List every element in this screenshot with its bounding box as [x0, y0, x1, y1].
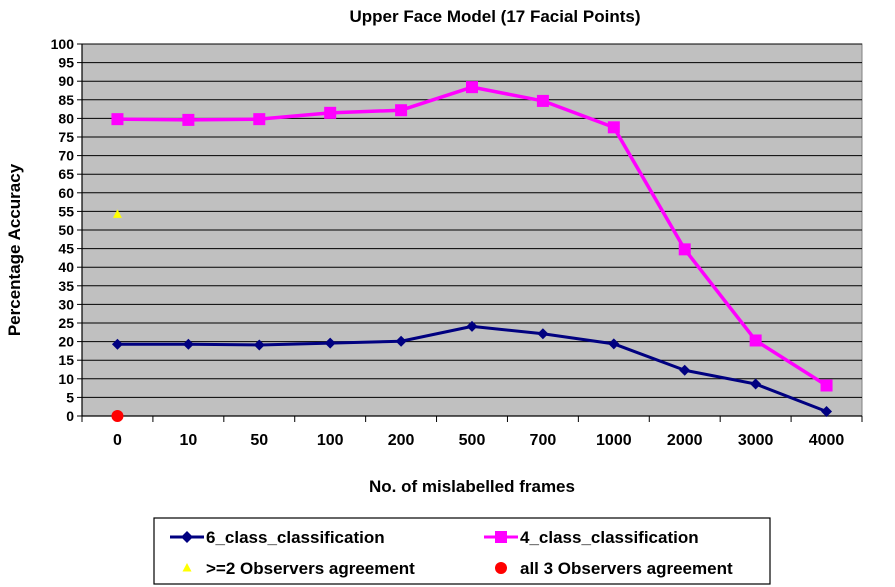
y-tick-label: 5 — [66, 389, 74, 405]
x-tick-label: 0 — [113, 432, 122, 449]
x-axis-label: No. of mislabelled frames — [369, 477, 575, 496]
x-tick-label: 200 — [388, 432, 415, 449]
y-tick-label: 60 — [58, 185, 74, 201]
legend-swatch-marker — [182, 563, 192, 572]
y-tick-label: 20 — [58, 334, 74, 350]
data-point — [820, 379, 833, 392]
data-point — [821, 406, 833, 418]
data-point — [182, 113, 195, 126]
data-point — [537, 328, 549, 340]
data-point — [111, 113, 124, 126]
data-point — [182, 338, 194, 350]
data-point — [466, 320, 478, 332]
x-tick-label: 10 — [179, 432, 197, 449]
y-tick-label: 65 — [58, 166, 74, 182]
legend-item: 6_class_classification — [170, 528, 385, 547]
data-point — [678, 243, 691, 256]
y-axis: 0 5 10 15 20 25 30 35 40 45 50 55 60 65 70 75 80 85 90 95 10… — [51, 36, 83, 424]
data-point — [607, 121, 620, 134]
y-tick-label: 95 — [58, 55, 74, 71]
data-point — [112, 209, 122, 218]
y-tick-label: 15 — [58, 352, 74, 368]
chart-title: Upper Face Model (17 Facial Points) — [350, 7, 641, 26]
y-tick-label: 80 — [58, 110, 74, 126]
legend-swatch-marker — [495, 531, 507, 543]
series-6-class-classification — [111, 320, 833, 418]
legend-label: 4_class_classification — [520, 528, 699, 547]
data-point — [253, 113, 266, 126]
y-tick-label: 55 — [58, 203, 74, 219]
data-point — [395, 335, 407, 347]
legend-item: >=2 Observers agreement — [182, 559, 415, 578]
y-tick-label: 10 — [58, 371, 74, 387]
series--2-observers-agreement — [112, 209, 122, 218]
data-point — [111, 410, 124, 422]
y-tick-label: 40 — [58, 259, 74, 275]
legend-item: all 3 Observers agreement — [495, 559, 733, 578]
x-tick-label: 1000 — [596, 432, 632, 449]
data-point — [679, 364, 691, 376]
x-axis: 0 10 50 100 200 500 700 1000 2000 3000 4000 — [81, 415, 863, 449]
x-tick-label: 700 — [530, 432, 557, 449]
data-point — [395, 104, 408, 117]
y-tick-label: 45 — [58, 241, 74, 257]
series-layer — [111, 81, 833, 422]
series-all-3-observers-agreement — [111, 410, 124, 422]
x-tick-label: 500 — [459, 432, 486, 449]
x-tick-label: 50 — [250, 432, 268, 449]
y-tick-label: 85 — [58, 92, 74, 108]
legend-label: 6_class_classification — [206, 528, 385, 547]
data-point — [324, 106, 337, 119]
data-point — [253, 339, 265, 351]
data-point — [536, 94, 549, 107]
y-axis-label: Percentage Accuracy — [5, 163, 24, 336]
x-tick-label: 3000 — [738, 432, 774, 449]
y-tick-label: 70 — [58, 148, 74, 164]
legend-label: >=2 Observers agreement — [206, 559, 415, 578]
legend — [153, 517, 771, 585]
data-point — [324, 337, 336, 349]
y-tick-label: 35 — [58, 278, 74, 294]
y-tick-label: 30 — [58, 296, 74, 312]
data-point — [750, 378, 762, 390]
y-tick-label: 90 — [58, 73, 74, 89]
y-tick-label: 50 — [58, 222, 74, 238]
y-tick-label: 100 — [51, 36, 75, 52]
y-tick-label: 0 — [66, 408, 74, 424]
y-tick-label: 25 — [58, 315, 74, 331]
data-point — [466, 81, 478, 94]
x-tick-label: 2000 — [667, 432, 703, 449]
legend-swatch-marker — [181, 531, 193, 543]
x-tick-label: 100 — [317, 432, 344, 449]
legend-item: 4_class_classification — [484, 528, 699, 547]
legend-swatch-marker — [495, 562, 507, 574]
data-point — [608, 338, 620, 350]
data-point — [111, 338, 123, 350]
legend-label: all 3 Observers agreement — [520, 559, 733, 578]
series-4-class-classification — [111, 81, 833, 392]
data-point — [749, 334, 762, 347]
legend-items: 6_class_classification 4_class_classifica… — [170, 528, 733, 578]
y-tick-label: 75 — [58, 129, 74, 145]
x-tick-label: 4000 — [809, 432, 845, 449]
